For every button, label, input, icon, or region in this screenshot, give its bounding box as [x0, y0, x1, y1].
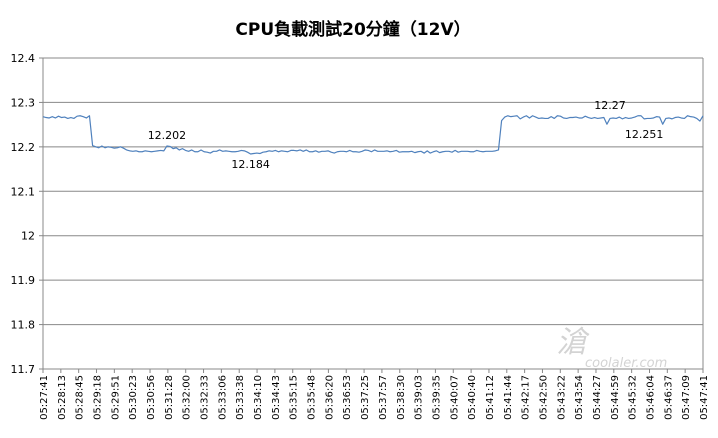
x-tick-label: 05:39:03 — [414, 375, 425, 420]
x-tick-label: 05:46:04 — [645, 375, 656, 420]
x-tick-label: 05:41:44 — [503, 375, 514, 420]
x-tick-label: 05:39:35 — [431, 375, 442, 420]
x-tick-label: 05:44:59 — [610, 375, 621, 420]
x-tick-label: 05:47:09 — [681, 375, 692, 420]
y-tick-label: 12.2 — [11, 141, 36, 154]
y-tick-label: 11.7 — [11, 363, 36, 376]
x-tick-label: 05:32:33 — [200, 375, 211, 420]
x-tick-label: 05:27:41 — [39, 375, 50, 420]
x-tick-label: 05:35:48 — [307, 375, 318, 420]
x-tick-label: 05:29:18 — [93, 375, 104, 420]
watermark-text: coolaler.com — [585, 356, 667, 371]
x-tick-label: 05:42:17 — [521, 375, 532, 420]
x-tick-label: 05:34:10 — [253, 375, 264, 420]
x-tick-label: 05:36:20 — [324, 375, 335, 420]
x-tick-label: 05:41:12 — [485, 375, 496, 420]
x-tick-label: 05:28:13 — [57, 375, 68, 420]
x-axis: 05:27:41 05:28:13 05:28:45 05:29:18 05:29:51… — [39, 369, 710, 420]
x-tick-label: 05:43:54 — [574, 375, 585, 420]
x-tick-label: 05:32:00 — [182, 375, 193, 420]
y-tick-label: 11.9 — [11, 274, 36, 287]
chart-title: CPU負載測試20分鐘（12V） — [235, 19, 470, 40]
x-tick-label: 05:36:53 — [342, 375, 353, 420]
x-tick-label: 05:47:41 — [699, 375, 710, 420]
y-axis: 12.4 12.3 12.2 12.1 12 11.9 11.8 11.7 — [11, 52, 43, 376]
x-tick-label: 05:40:07 — [449, 375, 460, 420]
x-tick-label: 05:40:40 — [467, 375, 478, 420]
series-layer — [42, 115, 704, 155]
x-tick-label: 05:33:06 — [217, 375, 228, 420]
x-tick-label: 05:29:51 — [110, 375, 121, 420]
x-tick-label: 05:30:23 — [128, 375, 139, 420]
x-tick-label: 05:46:37 — [663, 375, 674, 420]
data-label: 12.27 — [594, 99, 626, 112]
data-label: 12.202 — [148, 129, 187, 142]
x-tick-label: 05:45:32 — [628, 375, 639, 420]
y-tick-label: 12.4 — [11, 52, 36, 65]
y-tick-label: 12 — [21, 230, 35, 243]
x-tick-label: 05:43:22 — [556, 375, 567, 420]
watermark-logo: 滄 coolaler.com — [556, 325, 667, 371]
x-tick-label: 05:42:50 — [538, 375, 549, 420]
series-line — [42, 115, 704, 155]
y-tick-label: 12.1 — [11, 185, 36, 198]
data-label: 12.251 — [625, 128, 664, 141]
annotation-layer: 12.202 12.184 12.27 12.251 — [148, 99, 664, 171]
x-tick-label: 05:34:43 — [271, 375, 282, 420]
x-tick-label: 05:31:28 — [164, 375, 175, 420]
x-tick-label: 05:33:38 — [235, 375, 246, 420]
x-tick-label: 05:37:25 — [360, 375, 371, 420]
watermark-glyph: 滄 — [556, 325, 590, 360]
data-label: 12.184 — [231, 158, 270, 171]
y-tick-label: 11.8 — [11, 319, 36, 332]
y-tick-label: 12.3 — [11, 96, 36, 109]
x-tick-label: 05:44:27 — [592, 375, 603, 420]
x-tick-label: 05:30:56 — [146, 375, 157, 420]
x-tick-label: 05:37:57 — [378, 375, 389, 420]
x-tick-label: 05:28:45 — [75, 375, 86, 420]
x-tick-label: 05:38:30 — [396, 375, 407, 420]
grid-layer — [42, 57, 704, 370]
x-tick-label: 05:35:15 — [289, 375, 300, 420]
